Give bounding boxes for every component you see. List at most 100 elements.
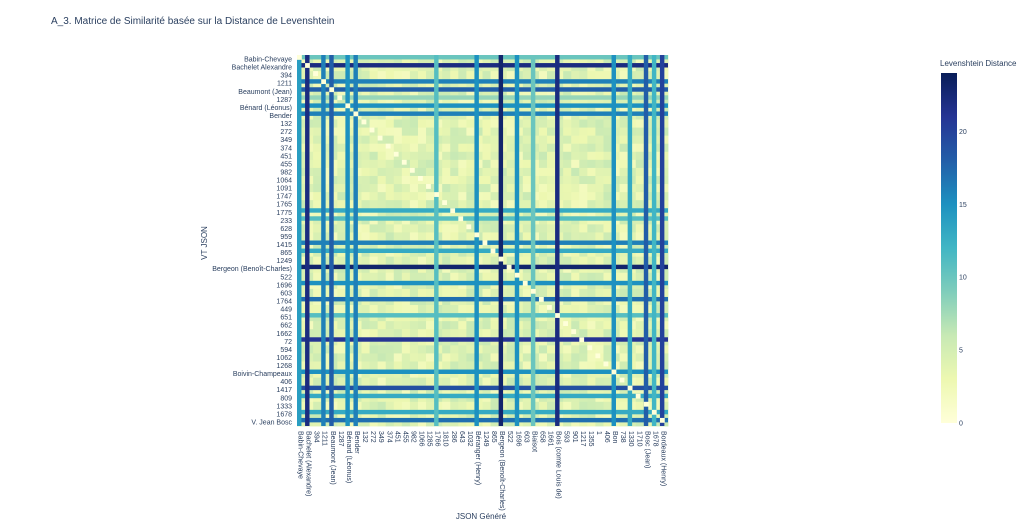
heatmap-cell (482, 401, 491, 411)
column-band (611, 55, 616, 426)
heatmap-cell (442, 127, 451, 137)
heatmap-cell (337, 224, 346, 233)
heatmap-cell (563, 192, 572, 201)
heatmap-cell (506, 184, 516, 193)
heatmap-cell (361, 159, 370, 169)
heatmap-cell (417, 321, 427, 330)
heatmap-cell (369, 305, 379, 314)
y-tick-label: 651 (280, 315, 292, 322)
heatmap-cell (587, 127, 596, 137)
heatmap-cell (377, 232, 387, 241)
heatmap-cell (490, 232, 500, 241)
heatmap-cell (361, 321, 370, 330)
x-tick-label: Bois (comte Louis de) (555, 431, 562, 499)
heatmap-cell (417, 329, 427, 338)
heatmap-cell (595, 305, 604, 314)
heatmap-cell (450, 232, 459, 241)
heatmap-cell (538, 159, 548, 169)
heatmap-cell (401, 353, 411, 362)
diagonal-cell (450, 208, 456, 214)
heatmap-cell (385, 321, 395, 330)
diagonal-cell (651, 409, 657, 415)
heatmap-cell (401, 167, 411, 177)
diagonal-cell (498, 256, 504, 262)
x-tick-label: 1 (595, 431, 602, 435)
heatmap-cell (369, 175, 379, 185)
heatmap-cell (313, 377, 322, 387)
heatmap-cell (490, 184, 500, 193)
heatmap-cell (482, 143, 491, 153)
heatmap-cell (450, 321, 459, 330)
heatmap-cell (458, 321, 467, 330)
heatmap-cell (417, 192, 427, 201)
heatmap-cell (579, 224, 588, 233)
heatmap-cell (409, 361, 419, 370)
heatmap-cell (377, 345, 387, 354)
heatmap-cell (458, 272, 467, 282)
heatmap-cell (369, 119, 379, 128)
heatmap-cell (369, 345, 379, 354)
y-tick-label: 522 (280, 274, 292, 281)
x-tick-label: Bénard (Léonus) (345, 431, 352, 483)
heatmap-cell (369, 256, 379, 266)
heatmap-cell (547, 135, 556, 145)
heatmap-cell (482, 329, 491, 338)
heatmap-cell (337, 127, 346, 137)
y-tick-label: 1062 (276, 355, 292, 362)
heatmap-cell (369, 192, 379, 201)
x-tick-label: 406 (603, 431, 610, 443)
row-band (297, 111, 668, 116)
heatmap-cell (401, 143, 411, 153)
heatmap-cell (466, 401, 475, 411)
heatmap-cell (587, 119, 596, 128)
heatmap-cell (547, 361, 556, 370)
x-tick-label: 865 (490, 431, 497, 443)
diagonal-cell (538, 296, 544, 302)
heatmap-cell (579, 119, 588, 128)
heatmap-cell (458, 200, 467, 209)
heatmap-cell (385, 345, 395, 354)
heatmap-cell (442, 135, 451, 145)
heatmap-cell (442, 232, 451, 241)
heatmap-cell (506, 401, 516, 411)
heatmap-cell (377, 401, 387, 411)
heatmap-cell (377, 200, 387, 209)
heatmap-cell (522, 256, 532, 266)
x-tick-label: 1330 (627, 431, 634, 447)
heatmap-cell (619, 143, 629, 153)
heatmap-cell (361, 127, 370, 137)
heatmap-cell (522, 232, 532, 241)
heatmap-cell (522, 288, 532, 298)
heatmap-cell (409, 71, 419, 80)
heatmap-cell (619, 167, 629, 177)
heatmap-cell (466, 321, 475, 330)
heatmap-cell (426, 377, 435, 387)
heatmap-cell (603, 135, 612, 145)
heatmap-cell (409, 256, 419, 266)
heatmap-cell (401, 256, 411, 266)
x-tick-label: 1217 (579, 431, 586, 447)
heatmap-cell (563, 224, 572, 233)
column-band (651, 55, 657, 426)
heatmap-cell (579, 143, 588, 153)
heatmap-cell (506, 192, 516, 201)
heatmap-cell (482, 175, 491, 185)
diagonal-cell (627, 385, 633, 391)
heatmap-cell (538, 272, 548, 282)
heatmap-cell (635, 256, 645, 266)
heatmap-cell (635, 159, 645, 169)
heatmap-cell (490, 159, 500, 169)
heatmap-cell (409, 135, 419, 145)
y-tick-label: 1268 (276, 363, 292, 370)
heatmap-cell (450, 135, 459, 145)
heatmap-cell (313, 175, 322, 185)
heatmap-cell (563, 119, 572, 128)
heatmap-cell (571, 353, 580, 362)
y-tick-label: 1775 (276, 210, 292, 217)
y-tick-label: 455 (280, 161, 292, 168)
heatmap-cell (466, 272, 475, 282)
heatmap-cell (337, 256, 346, 266)
heatmap-cell (450, 143, 459, 153)
heatmap-cell (563, 329, 572, 338)
